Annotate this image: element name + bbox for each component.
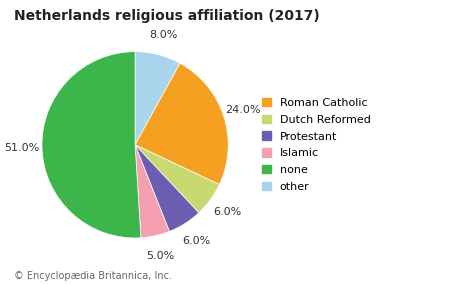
Text: 6.0%: 6.0% (213, 207, 241, 217)
Wedge shape (135, 63, 228, 185)
Wedge shape (135, 145, 169, 238)
Text: 24.0%: 24.0% (226, 105, 261, 115)
Wedge shape (135, 145, 199, 231)
Wedge shape (135, 52, 180, 145)
Text: 5.0%: 5.0% (146, 251, 174, 261)
Text: Netherlands religious affiliation (2017): Netherlands religious affiliation (2017) (14, 9, 320, 22)
Wedge shape (42, 52, 141, 238)
Text: 8.0%: 8.0% (149, 30, 178, 40)
Legend: Roman Catholic, Dutch Reformed, Protestant, Islamic, none, other: Roman Catholic, Dutch Reformed, Protesta… (262, 98, 370, 192)
Wedge shape (135, 145, 219, 213)
Text: 51.0%: 51.0% (4, 143, 39, 153)
Text: 6.0%: 6.0% (182, 236, 210, 246)
Text: © Encyclopædia Britannica, Inc.: © Encyclopædia Britannica, Inc. (14, 271, 172, 281)
